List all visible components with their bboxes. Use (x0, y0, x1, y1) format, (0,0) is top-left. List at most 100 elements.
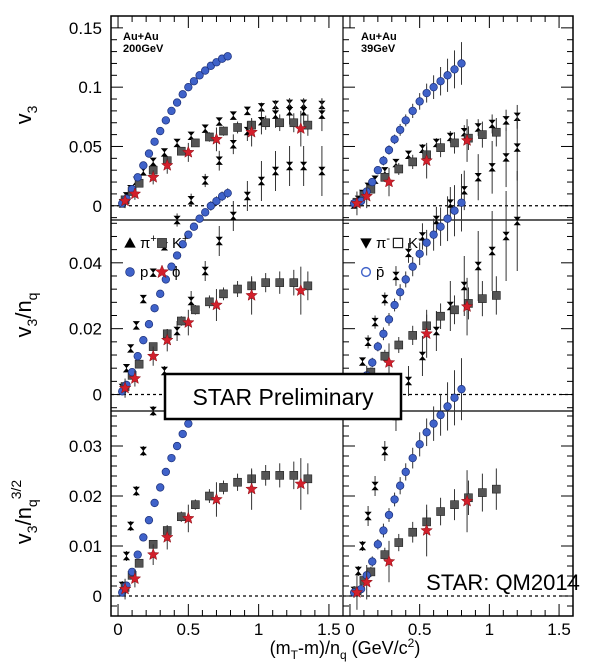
point-pi (271, 110, 280, 119)
y-tick-label: 0 (93, 587, 102, 606)
point-p (201, 208, 210, 217)
point-phi (350, 585, 364, 598)
point-p (201, 66, 210, 75)
point-phi (382, 355, 396, 368)
point-p (373, 540, 382, 549)
point-p (429, 83, 438, 92)
point-phi (160, 530, 174, 543)
x-tick-label: 1.5 (547, 620, 571, 639)
legend-marker-k-minus (392, 237, 404, 249)
point-pi (432, 326, 440, 336)
y-tick-label: 0 (93, 386, 102, 405)
conference-label: STAR: QM2014 (426, 570, 580, 595)
point-p (133, 173, 142, 182)
point-k (394, 340, 404, 350)
point-pi (300, 161, 308, 171)
point-phi (128, 572, 142, 585)
point-pi (127, 344, 135, 353)
x-tick-label: 0.5 (177, 620, 201, 639)
point-p (408, 453, 417, 463)
data-200gev (118, 52, 326, 600)
point-pi (474, 261, 482, 271)
point-pi (404, 248, 413, 258)
point-k (436, 507, 445, 516)
point-p (443, 402, 452, 411)
point-phi (245, 288, 258, 301)
point-p (436, 410, 445, 420)
point-k (233, 477, 242, 487)
point-phi (210, 132, 223, 145)
point-pi (257, 103, 266, 112)
axis-ticks (111, 16, 573, 616)
point-pi (488, 119, 496, 129)
point-p (144, 320, 154, 329)
point-p (156, 483, 165, 492)
point-k (289, 278, 299, 287)
y-tick-label: 0.02 (69, 487, 102, 506)
point-p (450, 393, 459, 402)
y-axis-label: v3/nq (11, 293, 40, 338)
point-k (191, 500, 200, 509)
point-pi (474, 172, 482, 182)
point-phi (294, 122, 308, 135)
y-axis-labels: v3 v3/nq v3/nq3/2 (8, 105, 40, 544)
y-axis-label: v3 (11, 105, 40, 124)
point-k (408, 157, 417, 167)
point-p (133, 550, 142, 559)
point-pi (149, 157, 157, 167)
point-k (205, 297, 214, 307)
point-p (457, 385, 466, 394)
point-p (408, 106, 417, 116)
point-phi (420, 327, 433, 340)
point-pi (381, 446, 389, 456)
legend-marker-proton (125, 267, 135, 277)
point-pi (271, 166, 280, 176)
point-pi (243, 106, 251, 116)
legends: π+ K+ p ϕ π- K-p̄ (124, 233, 422, 281)
point-pi (318, 166, 326, 176)
point-p (379, 526, 388, 535)
point-pi (132, 321, 140, 330)
point-pi (215, 117, 223, 126)
point-p (223, 52, 232, 61)
legend-marker-phi (154, 264, 170, 279)
panel-system-label: Au+Au (123, 31, 159, 43)
point-pi (371, 481, 379, 491)
point-p (436, 222, 445, 231)
point-p (422, 88, 431, 98)
x-tick-label: 0 (113, 620, 122, 639)
y-tick-label: 0.15 (69, 19, 102, 38)
point-p (450, 65, 459, 74)
point-pi (173, 215, 181, 225)
x-tick-label: 0 (345, 620, 354, 639)
legend-label-k-plus: K+ (172, 233, 188, 252)
point-k (261, 278, 270, 287)
point-pi (285, 107, 294, 116)
point-k (303, 281, 313, 291)
point-phi (294, 477, 308, 490)
point-p (206, 201, 215, 211)
point-pi (201, 266, 209, 276)
point-phi (146, 170, 160, 183)
point-k (380, 351, 390, 361)
point-k (134, 359, 144, 369)
point-p (408, 262, 417, 271)
point-pi (201, 176, 209, 185)
point-p (184, 83, 193, 92)
legend-marker-pi-minus (360, 238, 372, 249)
point-p (373, 166, 382, 175)
point-phi (360, 575, 374, 588)
point-k (219, 126, 228, 136)
point-p (189, 222, 199, 231)
point-p (161, 116, 170, 125)
point-pi (229, 211, 237, 221)
point-k (478, 130, 487, 139)
point-p (172, 441, 182, 451)
point-pi (358, 357, 367, 366)
point-p (396, 125, 405, 135)
point-p (373, 342, 382, 351)
point-p (384, 145, 394, 155)
point-p (150, 137, 159, 146)
point-p (443, 71, 452, 80)
